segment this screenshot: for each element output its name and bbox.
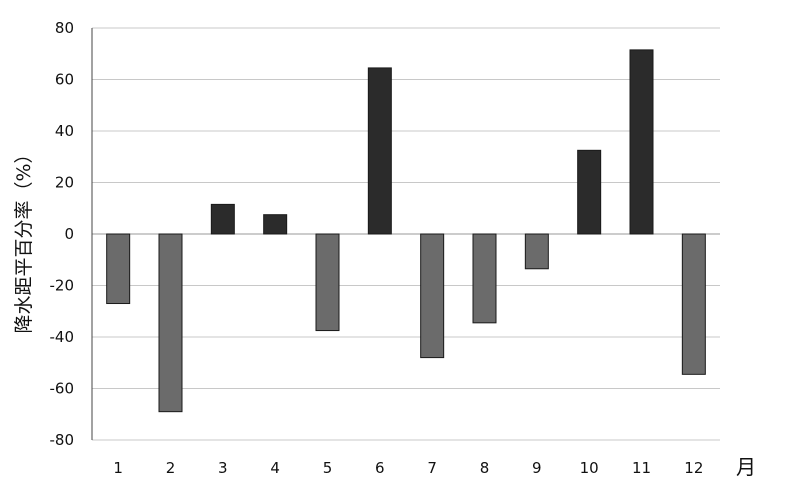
y-tick-label: -20 — [50, 277, 75, 295]
y-tick-label: 80 — [55, 19, 74, 37]
y-tick-label: 0 — [64, 225, 74, 243]
bar-month-1 — [106, 233, 131, 305]
bar-month-11 — [629, 49, 654, 235]
x-tick-label: 11 — [632, 459, 651, 477]
x-tick-label: 6 — [375, 459, 385, 477]
bar-month-9 — [524, 233, 549, 270]
bar-month-2 — [158, 233, 183, 413]
x-tick-labels: 1 2 3 4 5 6 7 8 9 10 11 12 — [113, 459, 703, 477]
y-tick-label: -80 — [50, 431, 75, 449]
bar-month-3 — [210, 203, 235, 235]
bar-month-8 — [472, 233, 497, 324]
bar-month-6 — [367, 67, 392, 235]
y-tick-label: 60 — [55, 71, 74, 89]
y-tick-label: 20 — [55, 174, 74, 192]
y-axis-label: 降水距平百分率（%） — [13, 144, 35, 333]
y-tick-labels: 80 60 40 20 0 -20 -40 -60 -80 — [50, 19, 75, 449]
x-tick-label: 1 — [113, 459, 123, 477]
bar-month-10 — [577, 149, 602, 235]
x-tick-label: 7 — [427, 459, 437, 477]
y-tick-label: -40 — [50, 328, 75, 346]
bar-month-4 — [263, 214, 288, 235]
x-axis-unit-label: 月 — [736, 455, 756, 479]
bars — [106, 49, 706, 413]
x-tick-label: 12 — [684, 459, 703, 477]
bar-month-12 — [681, 233, 706, 375]
x-tick-label: 4 — [270, 459, 280, 477]
y-tick-label: -60 — [50, 380, 75, 398]
x-tick-label: 10 — [580, 459, 599, 477]
bar-month-7 — [420, 233, 445, 359]
x-tick-label: 8 — [480, 459, 490, 477]
y-tick-label: 40 — [55, 122, 74, 140]
x-tick-label: 3 — [218, 459, 228, 477]
x-tick-label: 9 — [532, 459, 542, 477]
bar-month-5 — [315, 233, 340, 332]
x-tick-label: 2 — [166, 459, 176, 477]
x-tick-label: 5 — [323, 459, 333, 477]
gridlines — [92, 27, 720, 441]
